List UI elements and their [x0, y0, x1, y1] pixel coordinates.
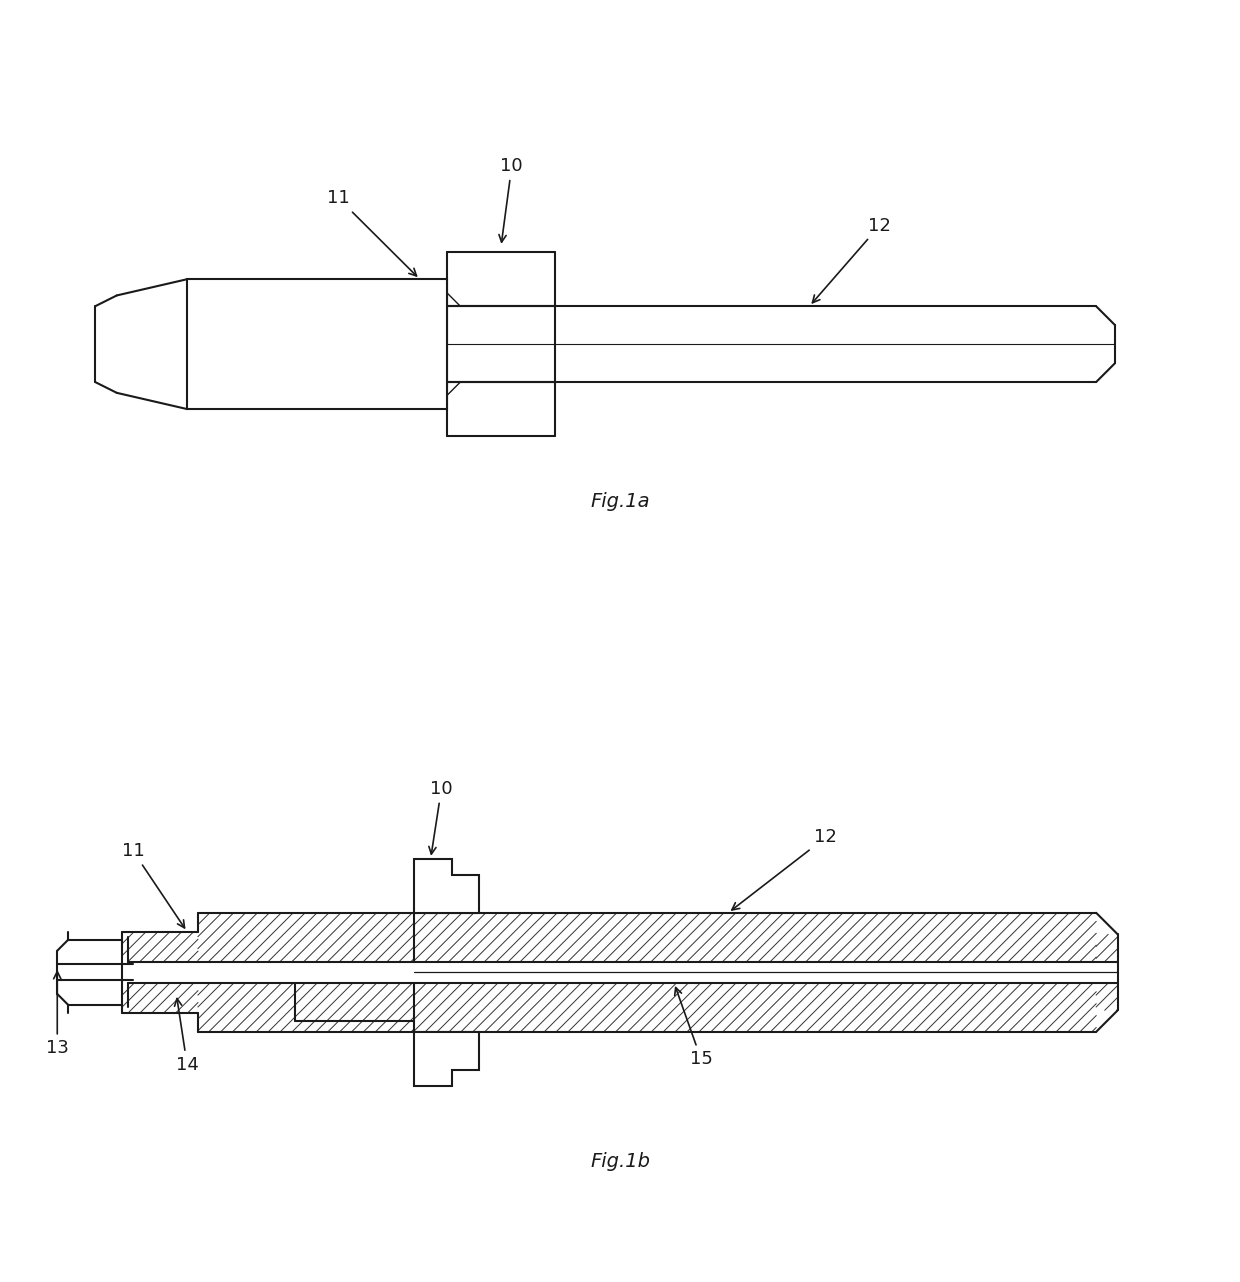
Text: 10: 10: [498, 156, 523, 242]
Text: 15: 15: [675, 987, 713, 1068]
Text: 11: 11: [122, 842, 185, 928]
Polygon shape: [414, 1032, 480, 1086]
Text: 11: 11: [327, 190, 417, 276]
Polygon shape: [187, 279, 446, 409]
Text: 12: 12: [732, 828, 837, 910]
Polygon shape: [414, 859, 480, 913]
Text: 13: 13: [46, 972, 68, 1058]
Text: Fig.1a: Fig.1a: [590, 491, 650, 510]
Text: 10: 10: [429, 779, 453, 854]
Text: 14: 14: [175, 999, 198, 1074]
Text: Fig.1b: Fig.1b: [590, 1153, 650, 1172]
Text: 12: 12: [812, 217, 892, 303]
